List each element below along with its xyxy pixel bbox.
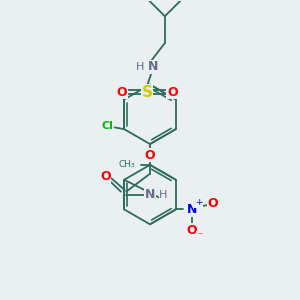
Text: O: O [145, 149, 155, 162]
Text: O: O [100, 170, 111, 183]
Text: O: O [187, 224, 197, 237]
Text: Cl: Cl [102, 121, 114, 131]
Text: +: + [195, 198, 202, 207]
Text: O: O [208, 197, 218, 210]
Text: ⁻: ⁻ [197, 231, 202, 241]
Text: O: O [167, 85, 178, 98]
Text: CH₃: CH₃ [118, 160, 135, 169]
Text: S: S [142, 85, 152, 100]
Text: N: N [187, 203, 197, 216]
Text: O: O [116, 85, 127, 98]
Text: H: H [159, 190, 168, 200]
Text: N: N [148, 60, 158, 73]
Text: H: H [135, 62, 144, 72]
Text: N: N [145, 188, 155, 201]
